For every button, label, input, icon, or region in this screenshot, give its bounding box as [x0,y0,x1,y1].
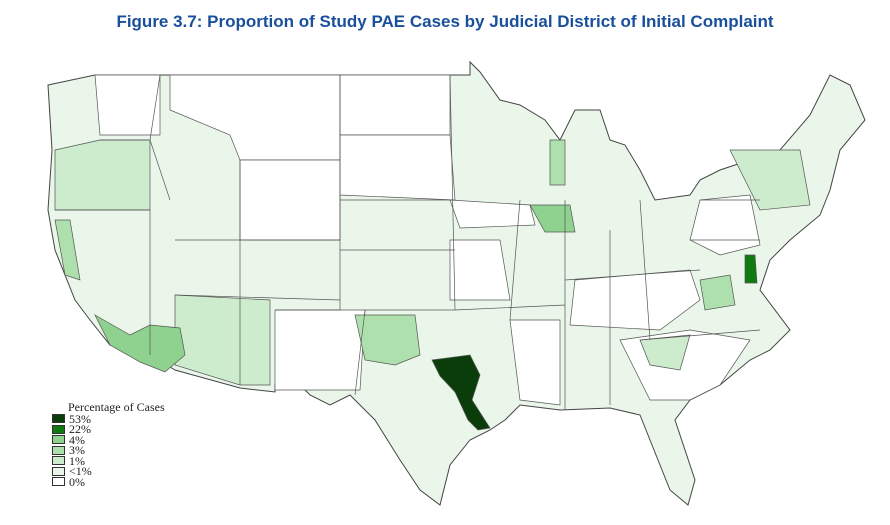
legend-label: 53% [69,411,91,426]
state-borders [55,74,761,410]
district-1pct [54,139,151,211]
district-0pct [274,309,366,391]
legend-label: 4% [69,432,85,447]
district-0pct [94,74,161,136]
legend-title: Percentage of Cases [68,400,165,414]
legend-item: 3% [52,443,165,457]
district-3pct [354,314,421,366]
district-3pct [54,219,81,281]
legend-item: 53% [52,411,165,426]
district-1pct [639,334,691,371]
legend-label: 3% [69,443,85,457]
legend-swatch [52,466,65,476]
district-22pct [744,254,758,284]
district-0pct [449,199,536,229]
legend-swatch [52,477,65,487]
district-0pct [569,269,701,331]
legend-item: <1% [52,464,165,478]
figure-title: Figure 3.7: Proportion of Study PAE Case… [116,12,774,31]
legend-item: 22% [52,422,165,436]
legend-label: 1% [69,453,85,468]
district-3pct [549,139,566,186]
legend-item: 4% [52,432,165,447]
district-4pct [94,314,186,373]
legend-item: 1% [52,453,165,468]
district-0pct [509,319,561,406]
legend-label: <1% [69,464,92,478]
legend: Percentage of Cases 53% 22% 4% 3% 1% <1% 0% [52,400,165,489]
district-4pct [529,204,576,233]
legend-swatch [52,456,65,466]
district-1pct [729,149,811,211]
district-0pct [239,159,341,241]
legend-swatch [52,414,65,424]
legend-item: 0% [52,474,165,489]
district-53pct [431,354,491,431]
legend-swatch [52,445,65,455]
district-0pct [339,74,451,136]
legend-label: 0% [69,474,85,489]
legend-swatch [52,424,65,434]
district-0pct [449,239,511,301]
legend-label: 22% [69,422,91,436]
district-3pct [699,274,736,311]
legend-swatch [52,435,65,445]
district-0pct [339,134,456,201]
